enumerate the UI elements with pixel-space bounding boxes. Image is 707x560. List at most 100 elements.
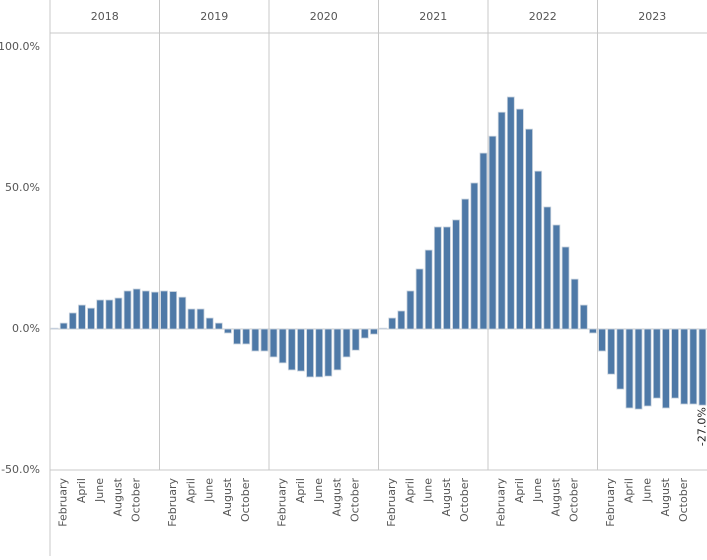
x-tick-label: June — [203, 478, 216, 503]
bar — [297, 328, 305, 372]
bar — [479, 152, 488, 330]
bar — [433, 226, 442, 330]
panel-title: 2018 — [91, 10, 119, 23]
x-tick-label: April — [403, 478, 416, 503]
x-tick-label: August — [111, 477, 124, 516]
bar — [96, 299, 105, 330]
x-tick-label: April — [294, 478, 307, 503]
x-tick-label: April — [513, 478, 526, 503]
bar — [351, 328, 360, 351]
bar — [324, 328, 333, 377]
bar — [552, 224, 561, 330]
x-tick-label: February — [57, 478, 70, 527]
bar — [78, 304, 86, 330]
bar — [269, 328, 278, 358]
data-label: -27.0% — [695, 407, 707, 446]
bar — [315, 328, 324, 378]
x-tick-label: June — [312, 478, 325, 503]
bar — [625, 328, 634, 409]
panel-title: 2022 — [529, 10, 557, 23]
x-tick-label: February — [385, 478, 398, 527]
x-tick-label: October — [239, 478, 252, 522]
bar — [397, 310, 406, 330]
panel-title: 2019 — [200, 10, 228, 23]
bar — [214, 322, 223, 330]
bar — [123, 290, 132, 330]
bar — [607, 328, 616, 375]
panel-title: 2023 — [638, 10, 666, 23]
bar — [643, 328, 652, 407]
bar — [169, 291, 178, 330]
bar — [671, 328, 679, 399]
x-tick-label: August — [221, 477, 234, 516]
bar — [50, 327, 59, 330]
bar — [178, 296, 187, 330]
x-tick-label: October — [458, 478, 471, 522]
bar — [561, 246, 570, 330]
bar — [306, 328, 314, 378]
bar — [662, 328, 670, 409]
bar — [388, 317, 397, 330]
bar — [470, 182, 479, 330]
x-tick-label: October — [349, 478, 362, 522]
x-tick-label: June — [531, 478, 544, 503]
x-tick-label: June — [93, 478, 106, 503]
bar — [278, 328, 287, 364]
bar — [497, 111, 506, 330]
bar — [342, 328, 351, 358]
bar — [287, 328, 296, 371]
bar — [488, 135, 497, 330]
y-tick-label: 0.0% — [12, 322, 40, 335]
bar — [205, 317, 214, 330]
bar — [233, 328, 241, 345]
bar — [333, 328, 342, 371]
bar — [589, 328, 597, 334]
bar — [406, 290, 415, 330]
bar — [698, 328, 707, 406]
bar — [634, 328, 643, 410]
bar — [598, 328, 606, 352]
bar — [187, 308, 196, 330]
bar — [516, 108, 524, 330]
x-tick-label: October — [677, 478, 690, 522]
bar — [224, 328, 232, 334]
bar — [260, 328, 269, 352]
bar — [689, 328, 698, 405]
bar — [543, 206, 552, 330]
bar — [616, 328, 625, 390]
bar — [68, 312, 77, 330]
x-tick-label: February — [495, 478, 508, 527]
bar — [59, 322, 68, 330]
bar — [105, 299, 114, 330]
bar — [506, 96, 515, 330]
bar — [379, 327, 387, 330]
bar — [415, 268, 424, 330]
x-tick-label: August — [659, 477, 672, 516]
bar — [452, 219, 460, 330]
x-tick-label: February — [276, 478, 289, 527]
bar — [570, 278, 579, 330]
panel-title: 2021 — [419, 10, 447, 23]
x-tick-label: August — [549, 477, 562, 516]
x-tick-label: June — [641, 478, 654, 503]
x-tick-label: June — [422, 478, 435, 503]
y-tick-label: -50.0% — [1, 463, 40, 476]
bar — [360, 328, 369, 339]
bar — [579, 304, 588, 330]
bar — [680, 328, 689, 405]
bar — [114, 297, 123, 330]
y-tick-label: 100.0% — [0, 40, 40, 53]
bar — [443, 226, 451, 330]
x-tick-label: February — [166, 478, 179, 527]
bar — [141, 290, 150, 330]
bar — [151, 291, 159, 330]
bar — [534, 170, 543, 330]
bar — [242, 328, 251, 345]
bar — [652, 328, 661, 399]
bar — [251, 328, 260, 352]
x-tick-label: February — [604, 478, 617, 527]
bar — [424, 249, 433, 330]
bar — [370, 328, 378, 335]
bar — [525, 128, 533, 330]
